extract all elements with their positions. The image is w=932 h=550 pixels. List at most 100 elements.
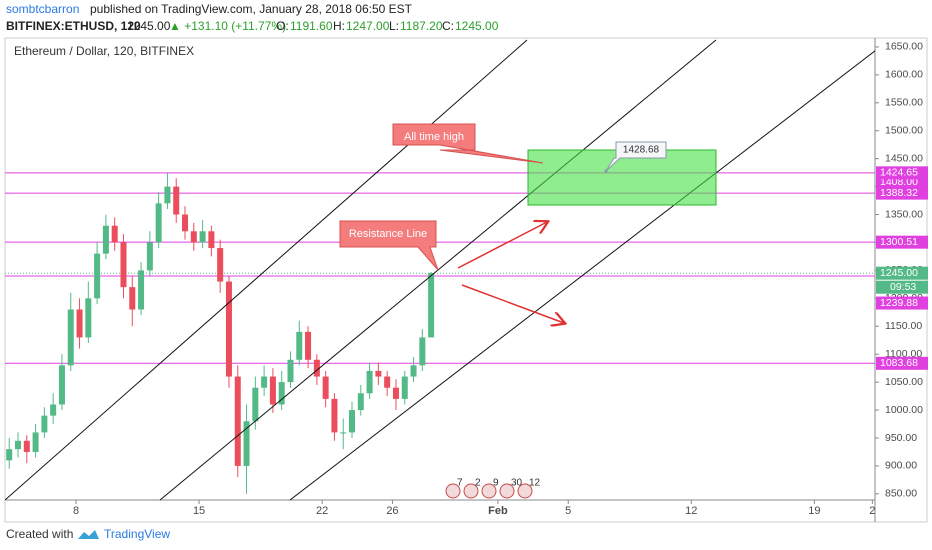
y-tick-label: 1000.00 xyxy=(885,404,923,416)
x-tick-label: Feb xyxy=(488,505,508,517)
level-label-box xyxy=(876,356,928,370)
x-tick-label: 26 xyxy=(386,505,398,517)
arrow-up xyxy=(457,222,547,269)
y-tick-label: 1450.00 xyxy=(885,152,923,164)
candle-body xyxy=(41,415,48,433)
candle-body xyxy=(217,248,224,282)
last: 1245.00 xyxy=(127,19,171,33)
candle-body xyxy=(129,287,136,310)
x-tick-label: 15 xyxy=(193,505,205,517)
candle-body xyxy=(76,309,83,338)
author[interactable]: sombtcbarron xyxy=(6,2,79,16)
event-icon xyxy=(517,483,533,499)
change: ▲ +131.10 (+11.77%) xyxy=(169,19,286,33)
candle-body xyxy=(190,231,197,243)
created-with: Created with xyxy=(6,527,73,541)
candle-body xyxy=(23,440,30,452)
level-label: 1083.68 xyxy=(880,357,918,369)
candle-body xyxy=(392,387,399,399)
candle-body xyxy=(269,376,276,405)
channel xyxy=(5,39,875,500)
candle-body xyxy=(120,242,127,288)
candle-body xyxy=(94,253,101,299)
countdown: 09:53 xyxy=(890,281,916,293)
candle-body xyxy=(357,393,364,411)
level-label-box xyxy=(876,186,928,200)
candle-body xyxy=(410,365,417,377)
candle-body xyxy=(234,376,241,466)
y-tick-label: 950.00 xyxy=(885,432,917,444)
candle-body xyxy=(428,273,435,338)
symbol: BITFINEX:ETHUSD, 120 xyxy=(6,19,141,33)
event-count: 12 xyxy=(529,478,541,489)
candle-body xyxy=(261,376,268,388)
target-text: 1428.68 xyxy=(623,145,660,156)
candle-body xyxy=(32,432,39,452)
close: 1245.00 xyxy=(455,19,499,33)
open: 1191.60 xyxy=(290,19,333,33)
candle-body xyxy=(313,359,320,377)
level-label-box xyxy=(876,296,928,310)
brand[interactable]: TradingView xyxy=(104,527,170,541)
candle-body xyxy=(278,382,285,405)
x-tick-label: 22 xyxy=(316,505,328,517)
candle-body xyxy=(138,270,145,310)
candle-body xyxy=(50,404,57,416)
candle-body xyxy=(384,376,391,388)
candle-body xyxy=(15,440,22,450)
level-label-box xyxy=(876,235,928,249)
event-icon xyxy=(499,483,515,499)
candle-body xyxy=(375,370,382,377)
candle-body xyxy=(252,387,259,422)
candle-body xyxy=(182,214,189,232)
resistance-callout xyxy=(339,220,439,271)
tv-logo xyxy=(78,530,99,539)
chart-frame xyxy=(4,37,928,523)
y-tick-label: 1350.00 xyxy=(885,208,923,220)
y-tick-label: 900.00 xyxy=(885,460,917,472)
x-tick-label: 5 xyxy=(565,505,571,517)
candle-body xyxy=(340,432,347,434)
x-tick-label: 12 xyxy=(685,505,697,517)
last-price-label: 1245.00 xyxy=(880,267,918,279)
countdown-box xyxy=(876,280,928,294)
arrow-down xyxy=(461,284,564,323)
event-count: 2 xyxy=(475,478,481,489)
candle-body xyxy=(208,231,215,249)
candle-body xyxy=(419,337,426,366)
event-icon xyxy=(481,483,497,499)
candle-body xyxy=(173,186,180,215)
candle-body xyxy=(331,398,338,433)
level-label: 1388.32 xyxy=(880,187,918,199)
candle-body xyxy=(366,370,373,394)
y-tick-label: 1150.00 xyxy=(885,320,922,332)
candle-body xyxy=(102,225,109,254)
candle-body xyxy=(225,281,232,377)
event-icon xyxy=(445,483,461,499)
candle-body xyxy=(349,410,356,433)
high: 1247.00 xyxy=(346,19,390,33)
chart-title: Ethereum / Dollar, 120, BITFINEX xyxy=(14,44,194,58)
low-label: L: xyxy=(389,19,399,33)
candle-body xyxy=(111,225,118,243)
level-label: 1239.88 xyxy=(880,297,918,309)
x-tick-label: 2 xyxy=(869,505,875,517)
candle-body xyxy=(58,365,65,405)
y-tick-label: 1550.00 xyxy=(885,97,923,109)
candle-body xyxy=(155,203,162,243)
y-tick-label: 1500.00 xyxy=(885,125,923,137)
event-icon xyxy=(463,483,479,499)
ath-callout xyxy=(392,123,544,164)
candle-body xyxy=(296,331,303,360)
candle-body xyxy=(243,421,250,466)
channel-line xyxy=(5,39,528,500)
level-label: 1300.51 xyxy=(880,236,918,248)
candle-body xyxy=(6,449,13,461)
channel-line xyxy=(289,50,875,500)
last-price-label-box xyxy=(876,266,928,280)
y-tick-label: 1050.00 xyxy=(885,376,923,388)
event-count: 7 xyxy=(457,478,463,489)
y-tick-label: 1600.00 xyxy=(885,69,923,81)
y-tick-label: 850.00 xyxy=(885,488,917,500)
target-dot xyxy=(604,169,608,173)
